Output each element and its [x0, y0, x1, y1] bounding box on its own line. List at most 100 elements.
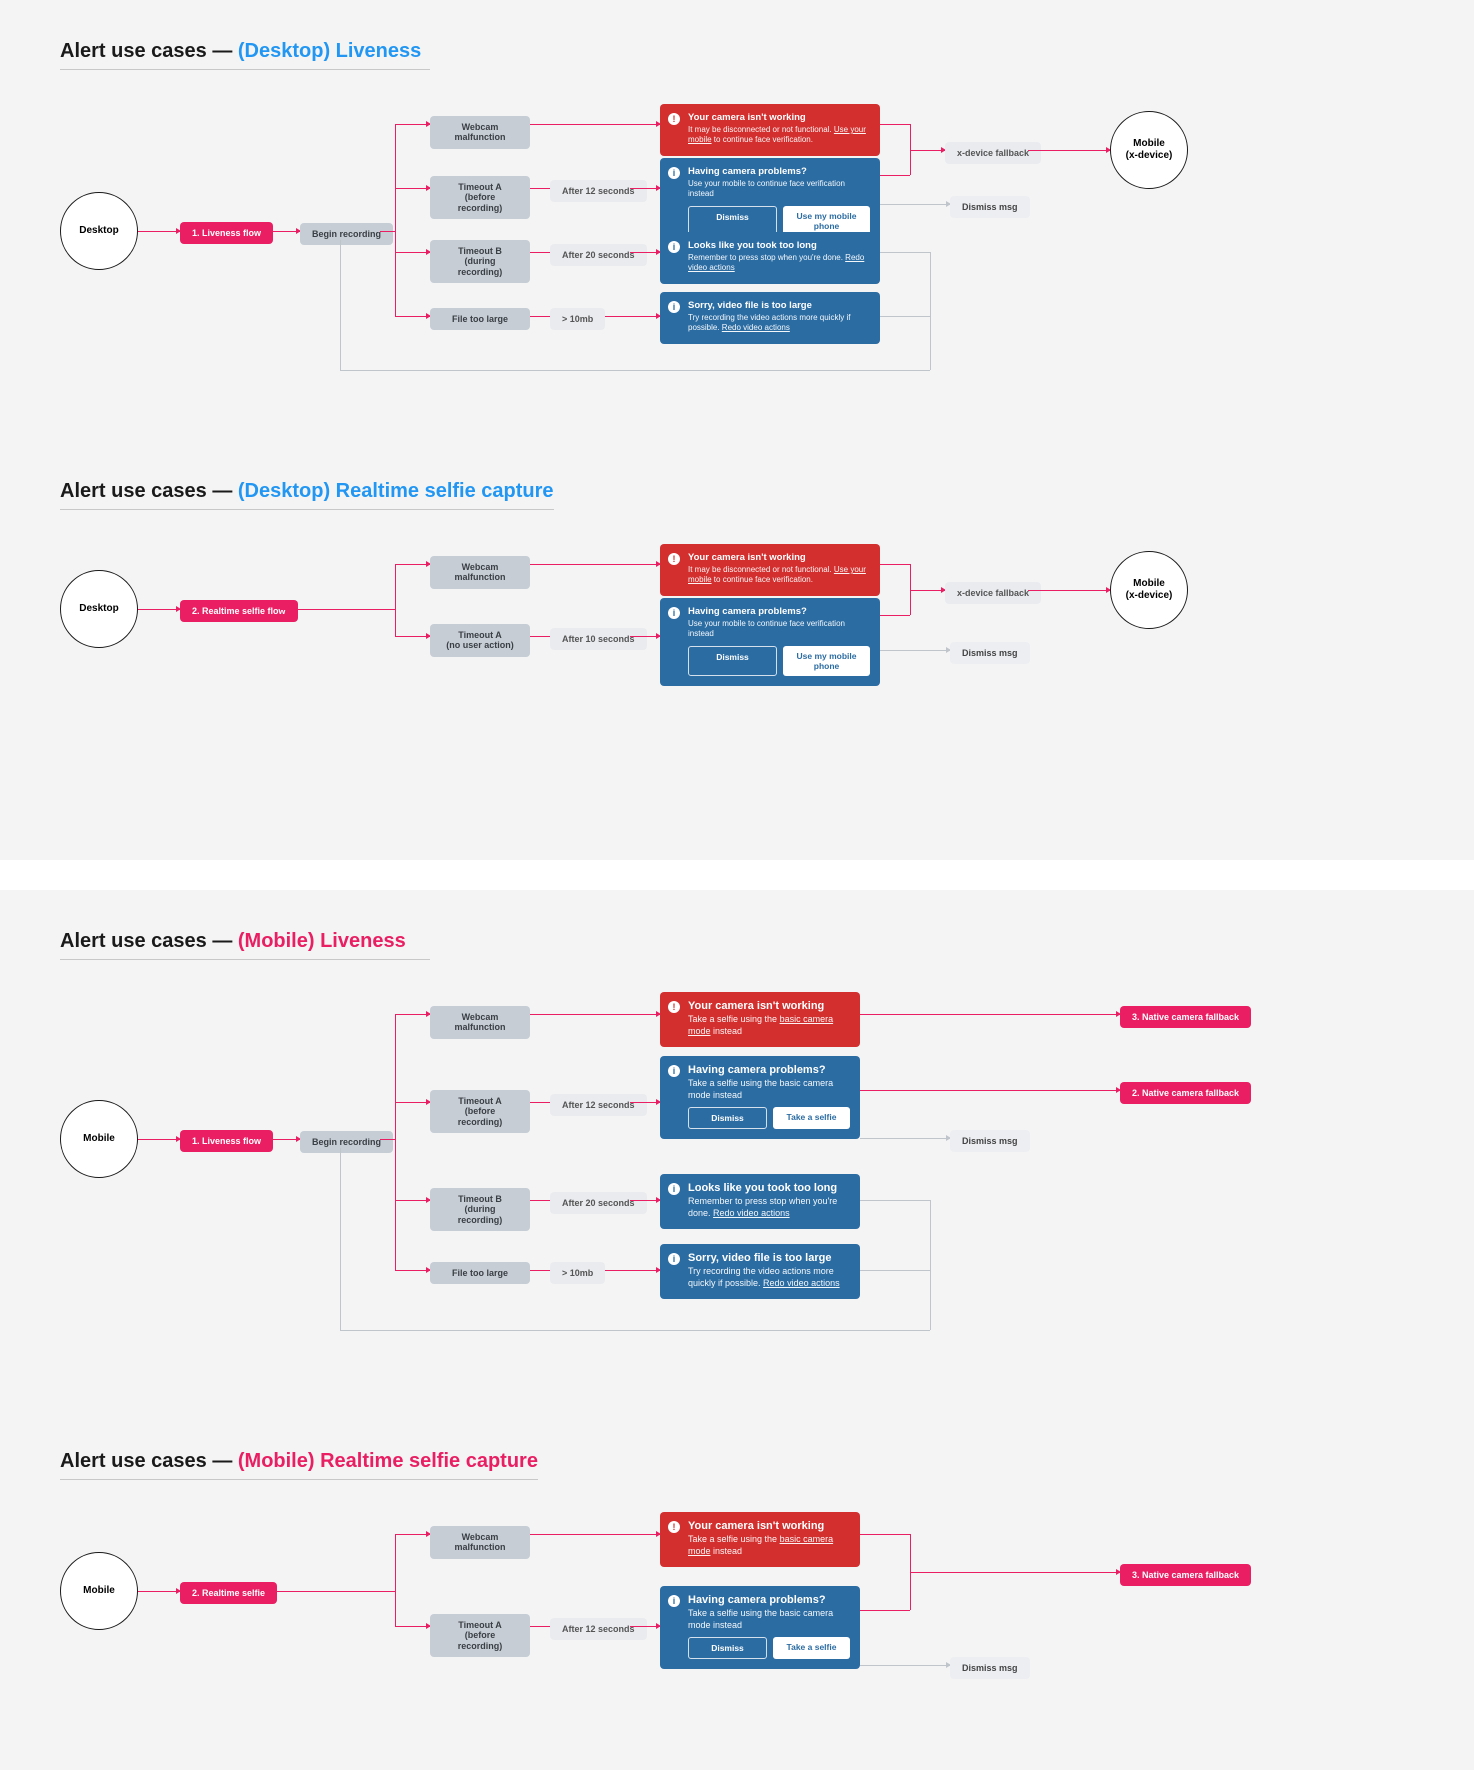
- connector: [138, 1139, 180, 1140]
- dismiss-button[interactable]: Dismiss: [688, 646, 777, 676]
- connector: [605, 1270, 660, 1271]
- connector: [530, 124, 660, 125]
- connector: [395, 1102, 430, 1103]
- info-icon: i: [668, 301, 680, 313]
- alert-blue: i Having camera problems? Take a selfie …: [660, 1586, 860, 1669]
- take-selfie-button[interactable]: Take a selfie: [773, 1107, 850, 1129]
- connector: [340, 1148, 341, 1330]
- out-fallback: x-device fallback: [945, 142, 1041, 164]
- title-suffix: (Mobile) Liveness: [238, 930, 406, 952]
- connector: [395, 252, 430, 253]
- section-title: Alert use cases — (Desktop) Realtime sel…: [60, 480, 554, 510]
- alert-icon: !: [668, 1001, 680, 1013]
- info-icon: i: [668, 1253, 680, 1265]
- section-title: Alert use cases — (Mobile) Liveness: [60, 930, 430, 960]
- connector: [860, 1138, 950, 1139]
- alert-title: Your camera isn't working: [688, 112, 870, 123]
- flow-pill: 1. Liveness flow: [180, 1130, 273, 1152]
- connector: [395, 1200, 430, 1201]
- connector: [930, 252, 931, 370]
- title-prefix: Alert use cases —: [60, 480, 238, 502]
- take-selfie-button[interactable]: Take a selfie: [773, 1637, 850, 1659]
- title-suffix: (Mobile) Realtime selfie capture: [238, 1450, 538, 1472]
- alert-blue: i Having camera problems? Use your mobil…: [660, 598, 880, 686]
- connector: [530, 1102, 550, 1103]
- out-dismiss: Dismiss msg: [950, 1657, 1030, 1679]
- connector: [138, 231, 180, 232]
- panel-mobile: Alert use cases — (Mobile) Liveness Mobi…: [0, 890, 1474, 1770]
- alert-title: Looks like you took too long: [688, 1182, 850, 1194]
- alert-body: Take a selfie using the basic camera mod…: [688, 1014, 850, 1037]
- alert-red: ! Your camera isn't working Take a selfi…: [660, 992, 860, 1047]
- branch-light: After 12 seconds: [550, 1094, 647, 1116]
- connector: [1028, 590, 1110, 591]
- connector: [264, 231, 300, 232]
- branch-light: > 10mb: [550, 1262, 605, 1284]
- connector: [530, 1626, 550, 1627]
- connector: [395, 1014, 430, 1015]
- branch-grey: File too large: [430, 308, 530, 330]
- connector: [530, 1270, 550, 1271]
- branch-grey: Timeout B (during recording): [430, 1188, 530, 1231]
- branch-grey: Webcam malfunction: [430, 1526, 530, 1559]
- alert-body: Try recording the video actions more qui…: [688, 313, 870, 334]
- out-fallback: 3. Native camera fallback: [1120, 1564, 1251, 1586]
- connector: [395, 316, 430, 317]
- connector: [605, 316, 660, 317]
- end-circle: Mobile (x-device): [1110, 111, 1188, 189]
- alert-title: Having camera problems?: [688, 606, 870, 617]
- out-dismiss: Dismiss msg: [950, 642, 1030, 664]
- start-circle: Desktop: [60, 192, 138, 270]
- title-prefix: Alert use cases —: [60, 40, 238, 62]
- dismiss-button[interactable]: Dismiss: [688, 1107, 767, 1129]
- connector: [395, 124, 430, 125]
- connector: [630, 1626, 660, 1627]
- connector: [860, 1610, 910, 1611]
- connector: [880, 124, 910, 125]
- branch-grey: Webcam malfunction: [430, 116, 530, 149]
- dismiss-button[interactable]: Dismiss: [688, 1637, 767, 1659]
- flow-pill: 2. Realtime selfie: [180, 1582, 277, 1604]
- alert-blue: i Looks like you took too long Remember …: [660, 1174, 860, 1229]
- alert-title: Having camera problems?: [688, 166, 870, 177]
- button-row: Dismiss Take a selfie: [688, 1637, 850, 1659]
- connector: [395, 188, 430, 189]
- fork: [395, 1534, 396, 1626]
- connector: [880, 564, 910, 565]
- connector: [880, 650, 950, 651]
- connector: [264, 1139, 300, 1140]
- alert-red: ! Your camera isn't working It may be di…: [660, 544, 880, 596]
- connector: [530, 564, 660, 565]
- alert-body: It may be disconnected or not functional…: [688, 565, 870, 586]
- start-circle: Mobile: [60, 1552, 138, 1630]
- fork: [395, 1014, 396, 1270]
- end-circle: Mobile (x-device): [1110, 551, 1188, 629]
- alert-body: Take a selfie using the basic camera mod…: [688, 1078, 850, 1101]
- connector: [395, 1626, 430, 1627]
- title-prefix: Alert use cases —: [60, 930, 238, 952]
- connector: [880, 252, 930, 253]
- flow-pill: 2. Realtime selfie flow: [180, 600, 298, 622]
- branch-grey: File too large: [430, 1262, 530, 1284]
- branch-light: After 12 seconds: [550, 180, 647, 202]
- branch-grey: Timeout B (during recording): [430, 240, 530, 283]
- flow: Mobile 2. Realtime selfie Webcam malfunc…: [60, 1510, 1414, 1710]
- info-icon: i: [668, 241, 680, 253]
- connector: [910, 590, 945, 591]
- branch-grey: Timeout A (before recording): [430, 176, 530, 219]
- start-circle: Desktop: [60, 570, 138, 648]
- use-mobile-button[interactable]: Use my mobile phone: [783, 646, 870, 676]
- alert-icon: !: [668, 1521, 680, 1533]
- branch-grey: Timeout A (no user action): [430, 624, 530, 657]
- branch-light: After 20 seconds: [550, 244, 647, 266]
- connector: [910, 1572, 1120, 1573]
- alert-body: Try recording the video actions more qui…: [688, 1266, 850, 1289]
- branch-light: After 12 seconds: [550, 1618, 647, 1640]
- begin-pill: Begin recording: [300, 223, 393, 245]
- connector: [530, 188, 550, 189]
- branch-grey: Webcam malfunction: [430, 1006, 530, 1039]
- connector: [630, 1200, 660, 1201]
- title-prefix: Alert use cases —: [60, 1450, 238, 1472]
- section-mobile-liveness: Alert use cases — (Mobile) Liveness Mobi…: [60, 930, 1414, 1370]
- fork: [395, 124, 396, 316]
